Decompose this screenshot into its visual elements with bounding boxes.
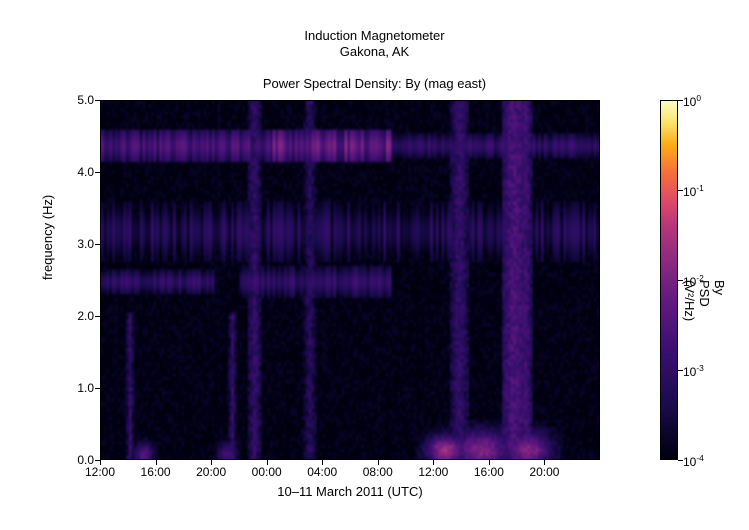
x-tick-label: 20:00: [529, 465, 559, 479]
colorbar-tick-label: 10-2: [683, 273, 704, 289]
colorbar: [660, 100, 678, 460]
x-tick-label: 16:00: [474, 465, 504, 479]
x-tick-label: 08:00: [363, 465, 393, 479]
chart-psd-title: Power Spectral Density: By (mag east): [0, 76, 749, 91]
spectrogram-plot: [100, 100, 600, 460]
x-tick-label: 20:00: [196, 465, 226, 479]
x-axis-label: 10–11 March 2011 (UTC): [100, 484, 600, 499]
y-axis-label: frequency (Hz): [40, 195, 55, 280]
colorbar-tick-label: 100: [683, 93, 701, 109]
spectrogram-canvas: [101, 101, 599, 459]
colorbar-tick-label: 10-1: [683, 183, 704, 199]
x-tick-label: 04:00: [307, 465, 337, 479]
x-tick-label: 00:00: [252, 465, 282, 479]
y-tick-label: 3.0: [54, 237, 94, 251]
x-tick-label: 12:00: [418, 465, 448, 479]
y-tick-label: 1.0: [54, 381, 94, 395]
chart-subtitle: Gakona, AK: [0, 44, 749, 59]
colorbar-tick-label: 10-3: [683, 363, 704, 379]
y-tick-label: 4.0: [54, 165, 94, 179]
y-tick-label: 2.0: [54, 309, 94, 323]
colorbar-canvas: [661, 101, 677, 459]
colorbar-tick-label: 10-4: [683, 453, 704, 469]
x-tick-label: 12:00: [85, 465, 115, 479]
chart-title: Induction Magnetometer: [0, 28, 749, 43]
x-tick-label: 16:00: [141, 465, 171, 479]
y-tick-label: 5.0: [54, 93, 94, 107]
